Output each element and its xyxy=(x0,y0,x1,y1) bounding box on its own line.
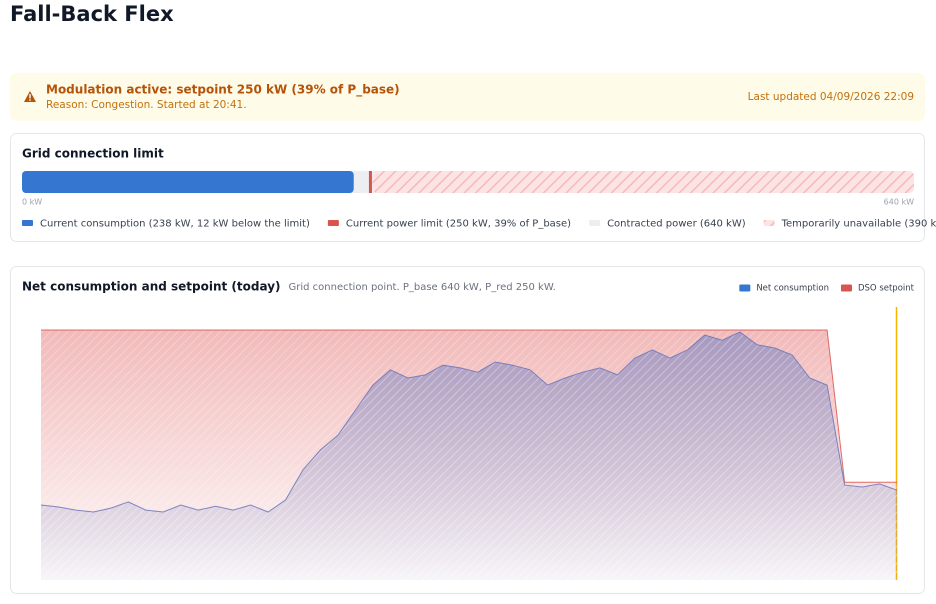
legend-swatch xyxy=(589,220,601,226)
alert-reason: Reason: Congestion. Started at 20:41. xyxy=(46,99,247,111)
setpoint-line xyxy=(41,329,897,483)
alert-box xyxy=(10,73,925,121)
warning-icon xyxy=(24,91,36,102)
legend-swatch xyxy=(763,220,775,226)
legend-label: DSO setpoint xyxy=(858,284,915,294)
chart-subtitle: Grid connection point. P_base 640 kW, P_… xyxy=(289,282,556,293)
legend-label: Contracted power (640 kW) xyxy=(607,219,746,230)
legend-label: Current power limit (250 kW, 39% of P_ba… xyxy=(346,219,571,230)
alert-title: Modulation active: setpoint 250 kW (39% … xyxy=(46,83,400,98)
area-hatch xyxy=(41,332,897,580)
card-title: Grid connection limit xyxy=(22,147,164,161)
last-updated: Last updated 04/09/2026 22:09 xyxy=(748,91,914,103)
page-title: Fall-Back Flex xyxy=(10,2,174,26)
legend-swatch xyxy=(739,284,751,292)
legend-swatch xyxy=(22,220,33,226)
legend-swatch xyxy=(840,284,852,292)
legend-label: Net consumption xyxy=(756,284,829,294)
legend-swatch xyxy=(327,220,339,226)
consumption-line xyxy=(40,331,898,513)
limit-marker xyxy=(368,171,372,193)
consumption-bar xyxy=(22,171,354,193)
chart-title: Net consumption and setpoint (today) xyxy=(22,280,281,294)
legend-label: Current consumption (238 kW, 12 kW below… xyxy=(40,219,310,230)
bar-axis-label: 640 kW xyxy=(884,198,914,207)
unavailable-bar xyxy=(372,171,914,193)
bar-axis-label: 0 kW xyxy=(22,198,42,207)
legend-label: Temporarily unavailable (390 kW) xyxy=(781,219,936,230)
